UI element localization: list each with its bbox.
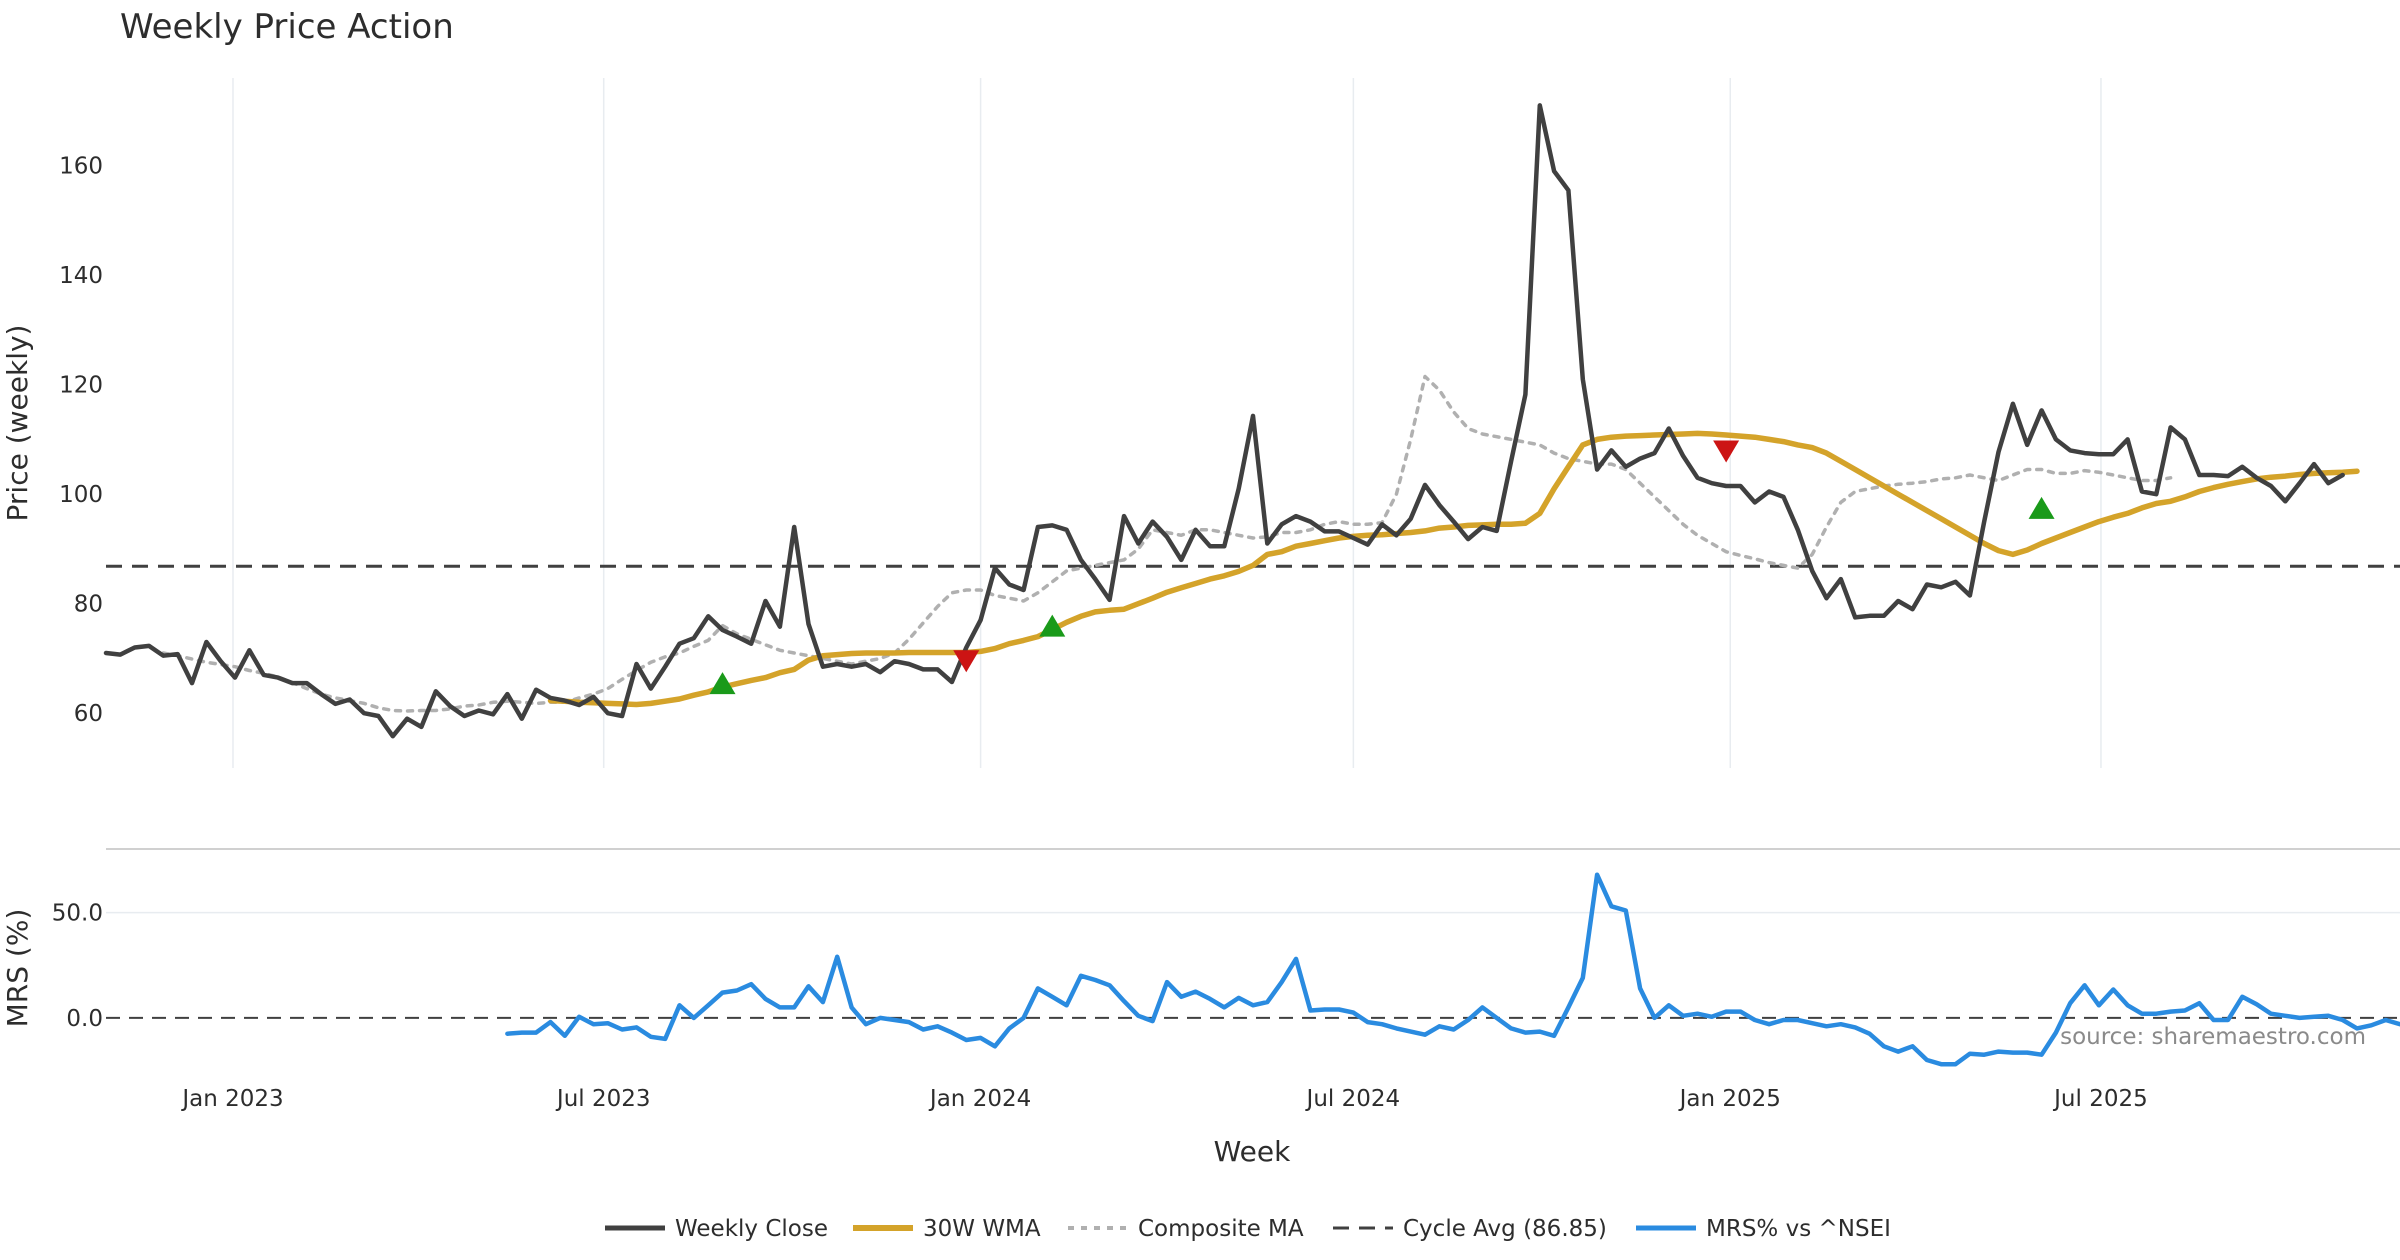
x-tick-jul-2024: Jul 2024 xyxy=(1305,1086,1401,1112)
buy-signal-5 xyxy=(2028,496,2055,519)
price-y-tick-140: 140 xyxy=(59,263,103,289)
price-gridlines xyxy=(232,78,2102,768)
legend-label-composite-ma: Composite MA xyxy=(1138,1216,1304,1242)
mrs-panel: 0.0 50.0 MRS (%) source: sharemaestro.com xyxy=(1,872,2400,1067)
price-y-tick-80: 80 xyxy=(74,592,103,618)
series-weekly-close xyxy=(103,103,2345,739)
price-y-axis-label: Price (weekly) xyxy=(1,325,34,522)
x-tick-jul-2025: Jul 2025 xyxy=(2052,1086,2148,1112)
source-note: source: sharemaestro.com xyxy=(2060,1024,2366,1050)
buy-signal-1 xyxy=(709,672,736,695)
mrs-y-tick-0: 0.0 xyxy=(66,1006,103,1032)
price-panel: 60 80 100 120 140 160 Price (weekly) xyxy=(1,78,2400,768)
legend-label-mrs-vs-nsei: MRS% vs ^NSEI xyxy=(1706,1216,1891,1242)
x-tick-jan-2025: Jan 2025 xyxy=(1678,1086,1781,1112)
x-tick-jan-2024: Jan 2024 xyxy=(928,1086,1031,1112)
legend-label-30w-wma: 30W WMA xyxy=(923,1216,1041,1242)
buy-signal-3 xyxy=(1039,614,1066,637)
price-y-tick-120: 120 xyxy=(59,373,103,399)
x-tick-jul-2023: Jul 2023 xyxy=(555,1086,651,1112)
mrs-series-lines xyxy=(505,872,2400,1067)
price-y-ticks: 60 80 100 120 140 160 xyxy=(59,154,103,728)
trade-signals xyxy=(709,440,2055,695)
series-30w-wma xyxy=(547,430,2360,708)
series-mrs-vs-nsei xyxy=(505,872,2400,1067)
price-y-tick-100: 100 xyxy=(59,482,103,508)
legend-label-cycle-avg-86-85: Cycle Avg (86.85) xyxy=(1403,1216,1607,1242)
x-tick-jan-2023: Jan 2023 xyxy=(180,1086,283,1112)
series-composite-ma xyxy=(161,374,2173,713)
mrs-y-axis-label: MRS (%) xyxy=(1,909,34,1028)
chart-legend: Weekly Close 30W WMA Composite MA Cycle Avg… xyxy=(605,1216,1891,1242)
price-y-tick-160: 160 xyxy=(59,154,103,180)
mrs-y-ticks: 0.0 50.0 xyxy=(52,901,103,1032)
sell-signal-4 xyxy=(1713,440,1740,463)
price-series-lines xyxy=(103,103,2360,739)
sell-signal-2 xyxy=(953,650,980,673)
x-axis-ticks: Jan 2023 Jul 2023 Jan 2024 Jul 2024 Jan 2025… xyxy=(180,1086,2147,1112)
x-axis-label: Week xyxy=(1214,1135,1291,1168)
legend-label-weekly-close: Weekly Close xyxy=(675,1216,828,1242)
price-y-tick-60: 60 xyxy=(74,701,103,727)
mrs-y-tick-50: 50.0 xyxy=(52,901,103,927)
chart-title: Weekly Price Action xyxy=(120,7,454,47)
